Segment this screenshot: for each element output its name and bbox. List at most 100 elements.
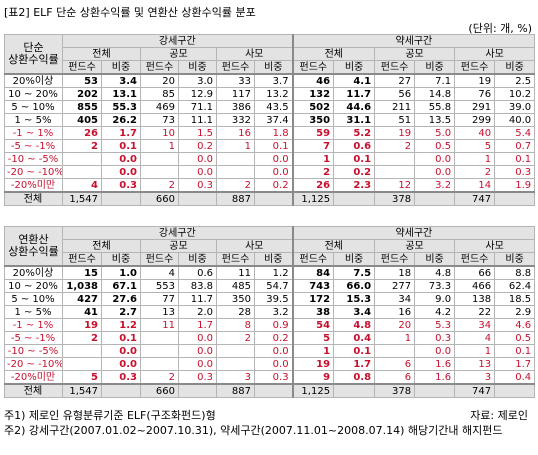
ratio-cell: 0.0 [253, 152, 294, 166]
fund-count-cell: 19 [374, 126, 416, 140]
fund-count-cell: 117 [216, 87, 255, 101]
table-row: -1 ~ 1% 26 1.7 10 1.5 16 1.8 59 5.2 19 5.0 40 5.4 [4, 126, 536, 140]
fund-count-cell [140, 152, 179, 166]
public-header: 공모 [140, 239, 217, 253]
fund-count-cell [140, 165, 179, 179]
ratio-cell: 14.8 [414, 87, 456, 101]
annualized-return-table: 연환산 상환수익률 강세구간 약세구간 전체 공모 사모 전체 공모 사모 펀드… [4, 226, 536, 398]
fund-count-cell [216, 357, 255, 371]
fund-count-cell: 16 [374, 305, 416, 319]
fund-count-cell: 1 [291, 152, 335, 166]
fund-count-cell: 12 [374, 178, 416, 193]
ratio-cell: 66.0 [333, 279, 376, 293]
ratio-cell: 0.0 [101, 165, 141, 179]
ratio-cell: 0.1 [494, 152, 536, 166]
fund-count-cell: 2 [140, 178, 179, 193]
fund-count-cell: 747 [454, 191, 496, 206]
table-row: -10 ~ -5% 0.0 0.0 0.0 1 0.1 0.0 1 0.1 [4, 344, 536, 358]
fund-count-cell: 27 [374, 73, 416, 88]
count-header: 펀드수 [454, 252, 496, 267]
ratio-header: 비중 [333, 60, 376, 75]
ratio-cell: 0.0 [414, 165, 456, 179]
ratio-cell: 0.5 [414, 139, 456, 153]
fund-count-cell: 8 [216, 318, 255, 332]
fund-count-cell: 1 [454, 152, 496, 166]
table-row: 20%이상 15 1.0 4 0.6 11 1.2 84 7.5 18 4.8 66 8.8 [4, 265, 536, 280]
ratio-cell: 10.2 [494, 87, 536, 101]
footnote-2: 주2) 강세구간(2007.01.02~2007.10.31), 약세구간(20… [4, 424, 503, 437]
ratio-cell: 0.8 [333, 370, 376, 385]
fund-count-cell: 2 [140, 370, 179, 385]
fund-count-cell: 5 [62, 370, 102, 385]
ratio-cell: 43.5 [253, 100, 294, 114]
fund-count-cell: 19 [291, 357, 335, 371]
table-row: 5 ~ 10% 427 27.6 77 11.7 350 39.5 172 15.3 34 9.0 1… [4, 292, 536, 306]
fund-count-cell: 553 [140, 279, 179, 293]
ratio-cell: 11.7 [333, 87, 376, 101]
fund-count-cell: 1,125 [291, 191, 335, 206]
fund-count-cell: 1 [454, 344, 496, 358]
fund-count-cell: 9 [291, 370, 335, 385]
fund-count-cell: 378 [374, 383, 416, 398]
count-header: 펀드수 [374, 252, 416, 267]
ratio-cell: 13.1 [101, 87, 141, 101]
private-header: 사모 [215, 47, 294, 61]
fund-count-cell: 1 [291, 344, 335, 358]
count-header: 펀드수 [140, 252, 179, 267]
table-row: -5 ~ -1% 2 0.1 0.0 2 0.2 5 0.4 1 0.3 4 0.5 [4, 331, 536, 345]
range-label: 전체 [4, 383, 63, 398]
fund-count-cell: 13 [140, 305, 179, 319]
ratio-cell: 0.0 [414, 344, 456, 358]
ratio-cell: 83.8 [178, 279, 217, 293]
ratio-cell: 5.4 [494, 126, 536, 140]
fund-count-cell: 887 [216, 191, 255, 206]
table-row: 1 ~ 5% 41 2.7 13 2.0 28 3.2 38 3.4 16 4.2 22 2.9 [4, 305, 536, 319]
ratio-cell: 0.6 [178, 265, 217, 280]
ratio-cell [333, 383, 376, 398]
total-header: 전체 [291, 239, 376, 253]
total-row: 전체 1,547 660 887 1,125 378 747 [4, 191, 536, 206]
fund-count-cell: 15 [62, 265, 102, 280]
count-header: 펀드수 [62, 60, 102, 75]
fund-count-cell: 350 [216, 292, 255, 306]
fund-count-cell: 51 [374, 113, 416, 127]
total-header: 전체 [291, 47, 376, 61]
ratio-cell: 0.3 [253, 370, 294, 385]
row-header: 단순 상환수익률 [4, 34, 63, 75]
fund-count-cell [140, 357, 179, 371]
ratio-cell: 39.5 [253, 292, 294, 306]
ratio-cell: 5.0 [414, 126, 456, 140]
ratio-header: 비중 [414, 60, 456, 75]
ratio-cell [494, 383, 536, 398]
ratio-cell: 55.3 [101, 100, 141, 114]
ratio-cell: 37.4 [253, 113, 294, 127]
ratio-cell: 0.0 [414, 152, 456, 166]
fund-count-cell: 2 [454, 165, 496, 179]
fund-count-cell: 277 [374, 279, 416, 293]
ratio-cell: 0.0 [178, 165, 217, 179]
ratio-cell: 2.9 [494, 305, 536, 319]
fund-count-cell: 3 [216, 370, 255, 385]
fund-count-cell [62, 357, 102, 371]
ratio-cell: 1.7 [494, 357, 536, 371]
fund-count-cell: 28 [216, 305, 255, 319]
ratio-cell: 3.4 [333, 305, 376, 319]
ratio-cell: 2.7 [101, 305, 141, 319]
fund-count-cell [140, 331, 179, 345]
fund-count-cell: 73 [140, 113, 179, 127]
ratio-cell: 0.0 [178, 357, 217, 371]
ratio-cell: 1.2 [101, 318, 141, 332]
fund-count-cell: 6 [374, 370, 416, 385]
fund-count-cell: 54 [291, 318, 335, 332]
count-header: 펀드수 [216, 60, 255, 75]
fund-count-cell: 2 [62, 331, 102, 345]
ratio-cell: 9.0 [414, 292, 456, 306]
fund-count-cell: 34 [454, 318, 496, 332]
table-row: -20%미만 5 0.3 2 0.3 3 0.3 9 0.8 6 1.6 3 0.4 [4, 370, 536, 385]
range-label: -1 ~ 1% [4, 126, 63, 140]
ratio-cell: 1.5 [178, 126, 217, 140]
fund-count-cell: 16 [216, 126, 255, 140]
ratio-cell: 0.0 [178, 344, 217, 358]
fund-count-cell: 502 [291, 100, 335, 114]
fund-count-cell: 76 [454, 87, 496, 101]
